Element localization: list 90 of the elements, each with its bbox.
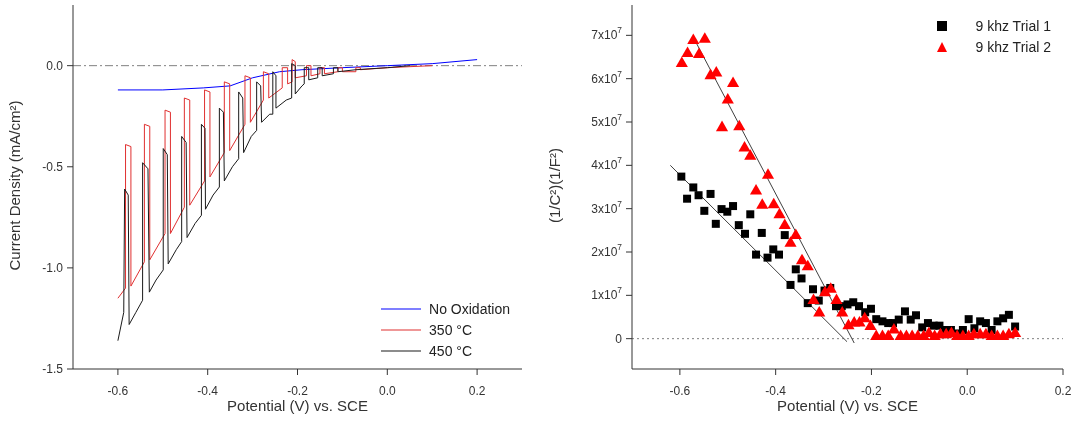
y-tick-label: 0 (615, 331, 623, 346)
y-tick-label: 2x10$^{7}$ (591, 242, 623, 259)
x-axis-title: Potential (V) vs. SCE (226, 397, 369, 414)
legend-label: 350 °C (429, 321, 473, 338)
legend-label: 450 °C (429, 342, 473, 359)
point (734, 221, 743, 230)
point (700, 206, 709, 215)
point (738, 140, 751, 152)
point (807, 293, 820, 305)
point (677, 172, 686, 181)
y-tick-label: 1x10$^{7}$ (591, 285, 623, 303)
point (694, 191, 703, 200)
point (675, 56, 688, 68)
x-tick-label: -0.6 (107, 384, 129, 398)
y-axis-title: Current Density (mA/cm²) (5, 99, 23, 273)
y-tick-label: -1.0 (42, 260, 64, 275)
point (911, 311, 920, 320)
line-series (117, 59, 478, 91)
y-tick-label: -1.5 (42, 362, 64, 376)
x-tick-label: 0.0 (378, 384, 396, 398)
point (775, 250, 784, 259)
x-tick-label: 0.2 (1054, 384, 1071, 398)
line-series (117, 59, 433, 299)
point (769, 245, 778, 254)
point (801, 259, 814, 271)
point (773, 207, 786, 219)
y-tick-label: 5x10$^{7}$ (591, 112, 623, 129)
point (756, 198, 769, 209)
point (729, 202, 738, 211)
y-tick-label: 3x10$^{7}$ (591, 198, 623, 216)
point (683, 194, 692, 203)
x-tick-label: 0.0 (958, 384, 976, 398)
point (749, 183, 763, 195)
legend-label: 9 khz Trial 2 (975, 38, 1051, 55)
point (809, 285, 818, 294)
y-tick-label: 7x10$^{7}$ (591, 25, 623, 43)
x-tick-label: -0.2 (861, 384, 883, 398)
point (900, 307, 909, 316)
point (791, 265, 800, 274)
point (797, 274, 806, 283)
point (723, 207, 732, 216)
legend-label: No Oxidation (429, 300, 510, 317)
point (854, 302, 863, 311)
point (763, 253, 772, 262)
y-tick-label: 4x10$^{7}$ (591, 155, 623, 173)
point (746, 210, 755, 219)
legend-label: 9 khz Trial 1 (975, 17, 1051, 34)
point (964, 315, 973, 324)
x-tick-label: -0.4 (197, 384, 219, 398)
point (681, 46, 694, 58)
point (698, 32, 711, 43)
y-axis-title: (1/C²)(1/F²) (545, 147, 563, 225)
point (733, 119, 746, 131)
point (687, 33, 700, 45)
x-tick-label: -0.6 (669, 384, 691, 398)
point (706, 189, 715, 198)
point (761, 168, 775, 179)
y-tick-label: 6x10$^{7}$ (591, 68, 623, 86)
point (836, 306, 849, 317)
point (721, 92, 734, 104)
point (757, 228, 766, 237)
point (864, 319, 877, 331)
point (887, 322, 901, 334)
point (795, 253, 809, 265)
x-tick-label: -0.4 (765, 384, 787, 398)
x-tick-label: 0.2 (468, 384, 486, 398)
point (715, 120, 729, 132)
point (752, 250, 761, 259)
point (689, 183, 698, 192)
y-tick-label: -0.5 (42, 159, 64, 174)
point (866, 304, 875, 313)
y-tick-label: 0.0 (46, 58, 64, 73)
point (780, 231, 789, 240)
x-axis-title: Potential (V) vs. SCE (776, 397, 919, 414)
point (741, 229, 750, 238)
point (778, 218, 791, 230)
point (830, 293, 843, 305)
x-tick-label: -0.2 (287, 384, 309, 398)
line-series (117, 63, 411, 342)
point (726, 76, 740, 87)
point (894, 315, 903, 324)
point (813, 306, 826, 317)
point (692, 47, 706, 58)
point (1004, 310, 1013, 319)
point (744, 149, 757, 160)
point (767, 197, 780, 209)
point (784, 236, 797, 247)
point (981, 319, 990, 328)
point (786, 280, 795, 289)
point (711, 219, 720, 228)
